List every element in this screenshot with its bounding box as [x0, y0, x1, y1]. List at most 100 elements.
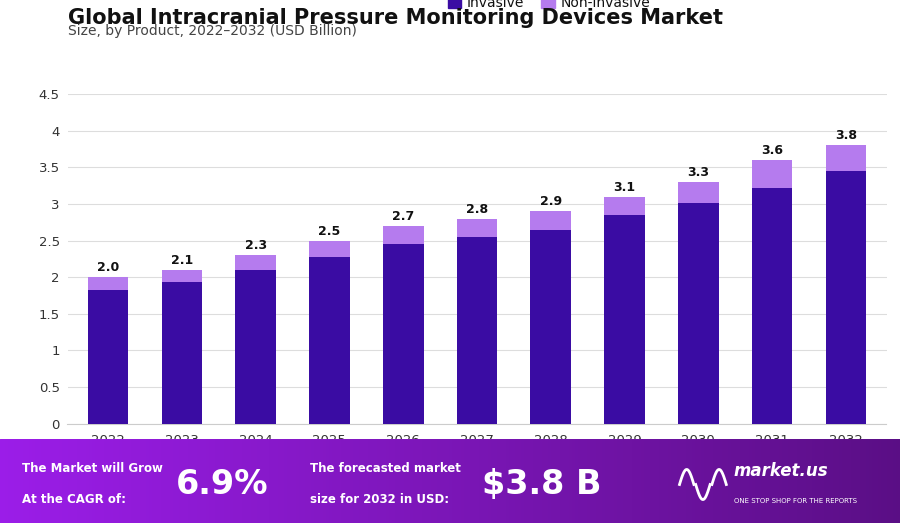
Bar [18, 439, 21, 523]
Legend: Invasive, Non-invasive: Invasive, Non-invasive [447, 0, 650, 9]
Bar [288, 439, 291, 523]
Bar [465, 439, 468, 523]
Bar [236, 270, 276, 424]
Bar [414, 439, 417, 523]
Bar [72, 439, 75, 523]
Bar [252, 439, 255, 523]
Bar [234, 439, 237, 523]
Bar [99, 439, 102, 523]
Bar [834, 439, 837, 523]
Bar [382, 226, 424, 244]
Bar [696, 439, 699, 523]
Bar [153, 439, 156, 523]
Bar [825, 171, 866, 424]
Bar [363, 439, 366, 523]
Bar [249, 439, 252, 523]
Bar [504, 439, 507, 523]
Text: market.us: market.us [734, 462, 828, 480]
Bar [231, 439, 234, 523]
Text: At the CAGR of:: At the CAGR of: [22, 493, 127, 506]
Bar [210, 439, 213, 523]
Bar [225, 439, 228, 523]
Bar [489, 439, 492, 523]
Bar [279, 439, 282, 523]
Bar [159, 439, 162, 523]
Bar [36, 439, 39, 523]
Text: The forecasted market: The forecasted market [310, 462, 462, 475]
Bar [786, 439, 789, 523]
Bar [111, 439, 114, 523]
Bar [267, 439, 270, 523]
Bar [345, 439, 348, 523]
Bar [147, 439, 150, 523]
Bar [216, 439, 219, 523]
Bar [186, 439, 189, 523]
Bar [867, 439, 870, 523]
Bar [300, 439, 303, 523]
Bar [723, 439, 726, 523]
Bar [75, 439, 78, 523]
Text: 3.3: 3.3 [688, 166, 709, 179]
Bar [777, 439, 780, 523]
Bar [201, 439, 204, 523]
Bar [582, 439, 585, 523]
Bar [756, 439, 759, 523]
Bar [120, 439, 123, 523]
Bar [228, 439, 231, 523]
Bar [752, 160, 792, 188]
Bar [678, 439, 681, 523]
Bar [744, 439, 747, 523]
Bar [219, 439, 222, 523]
Bar [558, 439, 561, 523]
Bar [162, 282, 202, 424]
Bar [501, 439, 504, 523]
Bar [171, 439, 174, 523]
Bar [765, 439, 768, 523]
Bar [621, 439, 624, 523]
Text: Size, by Product, 2022–2032 (USD Billion): Size, by Product, 2022–2032 (USD Billion… [68, 24, 356, 38]
Bar [630, 439, 633, 523]
Bar [441, 439, 444, 523]
Bar [456, 237, 498, 424]
Bar [885, 439, 888, 523]
Text: 2.5: 2.5 [319, 225, 340, 237]
Bar [519, 439, 522, 523]
Bar [333, 439, 336, 523]
Bar [198, 439, 201, 523]
Text: The Market will Grow: The Market will Grow [22, 462, 164, 475]
Bar [540, 439, 543, 523]
Bar [894, 439, 897, 523]
Bar [60, 439, 63, 523]
Bar [240, 439, 243, 523]
Bar [678, 182, 718, 202]
Bar [399, 439, 402, 523]
Bar [42, 439, 45, 523]
Bar [282, 439, 285, 523]
Bar [702, 439, 705, 523]
Bar [192, 439, 195, 523]
Bar [699, 439, 702, 523]
Bar [516, 439, 519, 523]
Bar [285, 439, 288, 523]
Bar [828, 439, 831, 523]
Bar [360, 439, 363, 523]
Text: Global Intracranial Pressure Monitoring Devices Market: Global Intracranial Pressure Monitoring … [68, 8, 723, 28]
Bar [873, 439, 876, 523]
Bar [39, 439, 42, 523]
Bar [88, 277, 129, 290]
Bar [480, 439, 483, 523]
Bar [411, 439, 414, 523]
Bar [336, 439, 339, 523]
Bar [657, 439, 660, 523]
Bar [537, 439, 540, 523]
Bar [570, 439, 573, 523]
Bar [849, 439, 852, 523]
Bar [30, 439, 33, 523]
Bar [396, 439, 399, 523]
Bar [66, 439, 69, 523]
Bar [717, 439, 720, 523]
Bar [576, 439, 579, 523]
Bar [600, 439, 603, 523]
Bar [132, 439, 135, 523]
Bar [795, 439, 798, 523]
